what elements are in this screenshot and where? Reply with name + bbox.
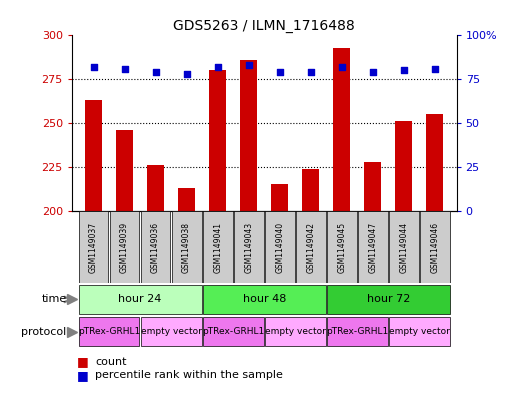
Bar xyxy=(389,317,450,346)
Bar xyxy=(240,60,257,211)
Bar xyxy=(296,211,326,283)
Point xyxy=(275,69,284,75)
Text: GSM1149047: GSM1149047 xyxy=(368,221,377,273)
Text: ■: ■ xyxy=(77,369,89,382)
Text: GSM1149042: GSM1149042 xyxy=(306,222,315,272)
Bar xyxy=(110,211,140,283)
Bar xyxy=(327,211,357,283)
Text: GSM1149039: GSM1149039 xyxy=(120,221,129,273)
Point xyxy=(151,69,160,75)
Bar xyxy=(302,169,319,211)
Text: GSM1149036: GSM1149036 xyxy=(151,221,160,273)
Bar xyxy=(265,317,326,346)
Point xyxy=(369,69,377,75)
Bar xyxy=(265,211,294,283)
Bar xyxy=(327,285,450,314)
Bar xyxy=(358,211,388,283)
Title: GDS5263 / ILMN_1716488: GDS5263 / ILMN_1716488 xyxy=(173,19,355,33)
Text: count: count xyxy=(95,356,126,367)
Bar xyxy=(141,211,170,283)
Bar xyxy=(396,121,412,211)
Text: pTRex-GRHL1: pTRex-GRHL1 xyxy=(78,327,140,336)
Text: hour 48: hour 48 xyxy=(243,294,286,305)
Bar xyxy=(333,48,350,211)
Bar xyxy=(389,211,419,283)
Bar xyxy=(141,317,202,346)
Bar xyxy=(426,114,443,211)
Text: empty vector: empty vector xyxy=(265,327,326,336)
Text: empty vector: empty vector xyxy=(141,327,202,336)
Point xyxy=(400,67,408,73)
Text: GSM1149044: GSM1149044 xyxy=(399,221,408,273)
Point xyxy=(121,66,129,72)
Bar xyxy=(271,184,288,211)
Text: GSM1149046: GSM1149046 xyxy=(430,221,439,273)
Text: time: time xyxy=(42,294,67,305)
Point xyxy=(307,69,315,75)
Text: GSM1149037: GSM1149037 xyxy=(89,221,98,273)
Bar xyxy=(203,285,326,314)
Point xyxy=(89,64,97,70)
Text: GSM1149040: GSM1149040 xyxy=(275,221,284,273)
Bar xyxy=(78,285,202,314)
Bar xyxy=(172,211,202,283)
Text: protocol: protocol xyxy=(22,327,67,337)
Bar xyxy=(364,162,381,211)
Text: GSM1149043: GSM1149043 xyxy=(244,221,253,273)
Text: empty vector: empty vector xyxy=(389,327,450,336)
Text: GSM1149041: GSM1149041 xyxy=(213,222,222,272)
Text: ■: ■ xyxy=(77,355,89,368)
Bar xyxy=(85,100,102,211)
Point xyxy=(213,64,222,70)
Bar xyxy=(78,317,140,346)
Text: percentile rank within the sample: percentile rank within the sample xyxy=(95,370,283,380)
Bar xyxy=(420,211,450,283)
Text: GSM1149038: GSM1149038 xyxy=(182,222,191,272)
Text: pTRex-GRHL1: pTRex-GRHL1 xyxy=(202,327,264,336)
Bar xyxy=(234,211,264,283)
Point xyxy=(245,62,253,68)
Bar xyxy=(78,211,108,283)
Point xyxy=(338,64,346,70)
Point xyxy=(183,71,191,77)
Bar xyxy=(116,130,133,211)
Text: hour 72: hour 72 xyxy=(367,294,410,305)
Bar xyxy=(147,165,164,211)
Point xyxy=(431,66,439,72)
Bar xyxy=(327,317,388,346)
Bar xyxy=(178,188,195,211)
Text: pTRex-GRHL1: pTRex-GRHL1 xyxy=(326,327,388,336)
Text: hour 24: hour 24 xyxy=(119,294,162,305)
Bar xyxy=(209,70,226,211)
Text: GSM1149045: GSM1149045 xyxy=(337,221,346,273)
Bar xyxy=(203,317,264,346)
Bar xyxy=(203,211,232,283)
